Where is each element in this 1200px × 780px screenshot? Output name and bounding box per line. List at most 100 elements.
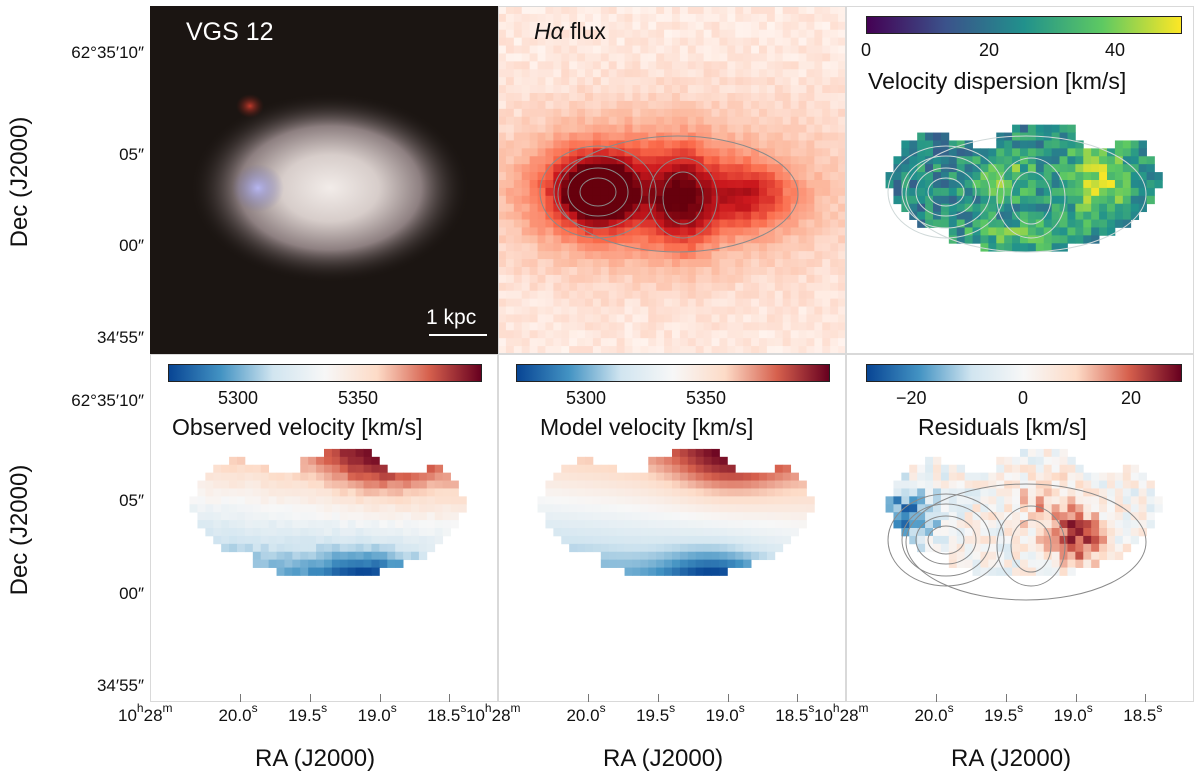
halpha-pixel: [632, 172, 641, 181]
halpha-pixel: [822, 235, 831, 244]
observed-pixel: [339, 488, 349, 497]
dispersion-pixel: [1067, 148, 1076, 157]
halpha-pixel: [830, 156, 839, 165]
halpha-pixel: [553, 132, 562, 141]
halpha-pixel: [743, 219, 752, 228]
halpha-pixel: [545, 267, 554, 276]
residual-pixel: [956, 559, 966, 568]
halpha-pixel: [577, 156, 586, 165]
observed-pixel: [395, 472, 404, 481]
model-pixel: [782, 472, 792, 481]
halpha-pixel: [759, 116, 768, 126]
halpha-pixel: [679, 322, 689, 331]
model-pixel: [727, 512, 736, 521]
model-pixel: [766, 472, 776, 481]
halpha-pixel: [553, 322, 562, 331]
halpha-pixel: [561, 69, 570, 78]
observed-pixel: [363, 496, 372, 505]
halpha-pixel: [521, 93, 531, 102]
halpha-pixel: [608, 13, 618, 23]
dispersion-pixel: [1107, 203, 1116, 213]
dispersion-pixel: [909, 195, 918, 205]
dispersion-pixel: [1067, 132, 1076, 141]
model-pixel: [664, 535, 673, 545]
halpha-pixel: [537, 140, 546, 149]
dispersion-pixel: [1027, 227, 1037, 236]
halpha-pixel: [585, 180, 594, 189]
halpha-pixel: [632, 259, 641, 268]
halpha-pixel: [751, 180, 760, 189]
model-pixel: [616, 535, 625, 545]
residual-pixel: [1027, 535, 1037, 545]
halpha-pixel: [774, 259, 784, 268]
observed-pixel: [260, 472, 270, 481]
model-pixel: [751, 543, 760, 553]
dispersion-pixel: [1059, 235, 1068, 244]
model-pixel: [656, 480, 665, 489]
halpha-pixel: [822, 274, 831, 284]
residual-pixel: [996, 567, 1005, 576]
observed-pixel: [395, 504, 404, 513]
model-pixel: [703, 496, 712, 505]
halpha-pixel: [537, 259, 546, 268]
residual-pixel: [1035, 543, 1045, 553]
halpha-pixel: [719, 251, 728, 260]
halpha-pixel: [830, 6, 839, 15]
halpha-pixel: [830, 227, 839, 236]
halpha-pixel: [664, 37, 673, 46]
halpha-pixel: [822, 172, 831, 181]
halpha-pixel: [656, 108, 665, 118]
halpha-pixel: [672, 45, 681, 54]
observed-pixel: [418, 543, 428, 553]
residual-pixel: [1059, 480, 1068, 489]
halpha-pixel: [664, 338, 673, 347]
halpha-pixel: [679, 211, 689, 220]
halpha-pixel: [545, 124, 554, 133]
halpha-pixel: [521, 140, 531, 149]
observed-pixel: [434, 520, 444, 529]
halpha-pixel: [727, 306, 736, 315]
halpha-pixel: [569, 93, 578, 102]
residual-pixel: [909, 472, 918, 481]
halpha-pixel: [545, 53, 554, 62]
residual-pixel: [925, 512, 934, 521]
halpha-pixel: [735, 69, 744, 78]
observed-pixel: [331, 512, 341, 521]
residual-pixel: [901, 496, 910, 505]
halpha-pixel: [830, 124, 839, 133]
halpha-pixel: [806, 203, 815, 213]
halpha-pixel: [664, 29, 673, 39]
dispersion-pixel: [1099, 203, 1108, 213]
observed-pixel: [363, 480, 372, 489]
dispersion-pixel: [933, 140, 942, 149]
halpha-pixel: [766, 108, 776, 118]
dispersion-pixel: [1130, 180, 1140, 189]
halpha-pixel: [600, 29, 610, 39]
halpha-pixel: [537, 219, 546, 228]
halpha-pixel: [505, 6, 515, 15]
halpha-contour: [579, 177, 617, 207]
dispersion-pixel: [925, 180, 934, 189]
halpha-pixel: [679, 93, 689, 102]
halpha-pixel: [600, 6, 610, 15]
residual-pixel: [1035, 464, 1045, 474]
halpha-pixel: [585, 53, 594, 62]
residual-pixel: [925, 488, 934, 497]
halpha-pixel: [553, 306, 562, 315]
halpha-pixel: [695, 53, 705, 62]
scale-bar-label: 1 kpc: [426, 306, 477, 329]
halpha-pixel: [814, 346, 823, 354]
halpha-pixel: [790, 195, 799, 205]
model-pixel: [711, 551, 720, 561]
halpha-pixel: [505, 314, 515, 323]
halpha-pixel: [616, 290, 625, 300]
observed-pixel: [379, 504, 388, 513]
halpha-pixel: [774, 219, 784, 228]
dispersion-pixel: [988, 195, 997, 205]
halpha-pixel: [798, 267, 807, 276]
dispersion-pixel: [972, 164, 981, 173]
halpha-pixel: [687, 172, 697, 181]
dispersion-pixel: [1004, 227, 1013, 236]
dispersion-pixel: [1043, 219, 1053, 228]
halpha-pixel: [735, 29, 744, 39]
